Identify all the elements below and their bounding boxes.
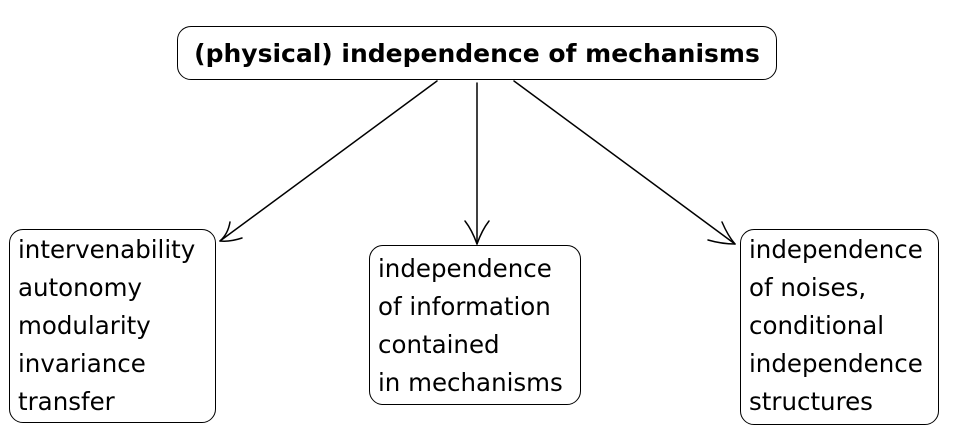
child-node-line: of noises,	[749, 273, 867, 302]
child-node-line: independence	[749, 349, 923, 378]
child-node-line: independence	[378, 254, 552, 283]
child-node-line: autonomy	[18, 273, 143, 302]
child-node-middle: independence of information contained in…	[369, 245, 581, 405]
child-node-line: transfer	[18, 387, 115, 416]
root-node: (physical) independence of mechanisms	[177, 26, 777, 80]
child-node-line: of information	[378, 292, 551, 321]
child-node-line: contained	[378, 330, 500, 359]
edge-root-to-middle	[464, 82, 490, 245]
edge-root-to-left	[219, 80, 438, 242]
child-node-line: structures	[749, 387, 873, 416]
child-node-line: intervenability	[18, 235, 196, 264]
child-node-left: intervenability autonomy modularity inva…	[9, 229, 216, 423]
child-node-line: invariance	[18, 349, 146, 378]
root-node-label: (physical) independence of mechanisms	[194, 38, 760, 68]
child-node-line: conditional	[749, 311, 885, 340]
child-node-line: modularity	[18, 311, 151, 340]
child-node-right: independence of noises, conditional inde…	[740, 229, 939, 425]
child-node-line: in mechanisms	[378, 368, 563, 397]
child-node-line: independence	[749, 235, 923, 264]
edge-root-to-right	[513, 80, 736, 245]
